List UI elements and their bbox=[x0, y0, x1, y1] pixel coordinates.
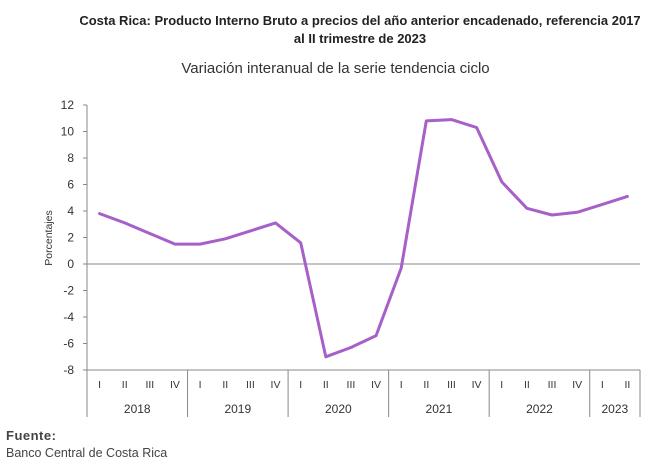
source-text: Banco Central de Costa Rica bbox=[6, 446, 168, 460]
data-point bbox=[349, 346, 353, 349]
x-quarter-label: III bbox=[447, 379, 456, 391]
chart-title-line2: al II trimestre de 2023 bbox=[293, 31, 427, 46]
series-line bbox=[98, 118, 629, 359]
x-quarter-label: II bbox=[222, 379, 228, 391]
x-year-label: 2021 bbox=[426, 402, 453, 416]
x-quarter-label: IV bbox=[572, 379, 582, 391]
data-point bbox=[575, 211, 579, 214]
data-point bbox=[98, 212, 101, 215]
x-quarter-label: I bbox=[500, 379, 503, 391]
x-quarter-label: II bbox=[323, 379, 329, 391]
x-quarter-label: III bbox=[548, 379, 557, 391]
y-tick-label: 0 bbox=[67, 257, 74, 271]
x-quarter-label: I bbox=[299, 379, 302, 391]
data-point bbox=[525, 207, 529, 210]
data-point bbox=[450, 118, 453, 121]
y-tick-label: 4 bbox=[67, 204, 74, 218]
data-point bbox=[148, 232, 152, 235]
x-quarter-label: II bbox=[625, 379, 631, 391]
y-tick-label: -2 bbox=[63, 284, 74, 298]
series-layer bbox=[98, 118, 629, 359]
data-point bbox=[500, 180, 503, 184]
data-point bbox=[224, 237, 227, 241]
data-point bbox=[374, 334, 378, 337]
data-point bbox=[601, 203, 604, 206]
source-title: Fuente: bbox=[6, 428, 57, 443]
x-year-label: 2019 bbox=[224, 402, 251, 416]
data-point bbox=[198, 242, 202, 246]
x-year-label: 2022 bbox=[526, 402, 553, 416]
y-tick-label: 8 bbox=[67, 151, 74, 165]
x-quarter-label: I bbox=[98, 379, 101, 391]
x-quarter-label: IV bbox=[371, 379, 381, 391]
data-point bbox=[274, 221, 277, 225]
x-quarter-label: III bbox=[246, 379, 255, 391]
y-tick-label: 2 bbox=[67, 231, 74, 245]
data-point bbox=[249, 229, 252, 233]
data-point bbox=[123, 221, 126, 225]
y-tick-label: -8 bbox=[63, 363, 74, 377]
x-quarter-label: IV bbox=[271, 379, 281, 391]
y-axis-label: Porcentajes bbox=[43, 210, 55, 265]
x-quarter-label: III bbox=[347, 379, 356, 391]
chart-title: Costa Rica: Producto Interno Bruto a pre… bbox=[79, 13, 641, 28]
y-tick-label: 12 bbox=[61, 98, 75, 112]
data-point bbox=[626, 195, 629, 198]
y-tick-label: -6 bbox=[63, 337, 74, 351]
y-tick-label: 6 bbox=[67, 178, 74, 192]
data-point bbox=[400, 266, 403, 270]
data-point bbox=[173, 242, 177, 246]
x-quarter-label: II bbox=[423, 379, 429, 391]
x-year-label: 2023 bbox=[602, 402, 629, 416]
x-quarter-label: II bbox=[122, 379, 128, 391]
data-point bbox=[299, 241, 302, 244]
x-year-label: 2018 bbox=[124, 402, 151, 416]
chart-subtitle: Variación interanual de la serie tendenc… bbox=[181, 60, 490, 77]
x-year-label: 2020 bbox=[325, 402, 352, 416]
x-quarter-label: IV bbox=[170, 379, 180, 391]
data-point bbox=[475, 126, 478, 129]
x-quarter-label: I bbox=[199, 379, 202, 391]
data-point bbox=[425, 119, 428, 123]
y-tick-label: 10 bbox=[61, 125, 75, 139]
y-tick-label: -4 bbox=[63, 310, 74, 324]
x-quarter-label: IV bbox=[472, 379, 482, 391]
x-quarter-label: III bbox=[145, 379, 154, 391]
x-quarter-label: I bbox=[400, 379, 403, 391]
x-quarter-label: I bbox=[601, 379, 604, 391]
x-quarter-label: II bbox=[524, 379, 530, 391]
data-point bbox=[324, 355, 327, 358]
data-point bbox=[550, 213, 554, 217]
